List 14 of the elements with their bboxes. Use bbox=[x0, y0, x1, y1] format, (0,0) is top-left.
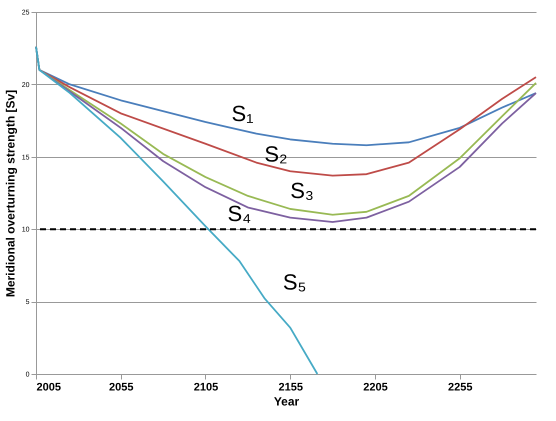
x-tick-label: 2055 bbox=[109, 382, 134, 394]
x-axis-title: Year bbox=[274, 394, 300, 408]
series-label: S₅ bbox=[282, 270, 306, 295]
line-series bbox=[35, 46, 318, 375]
series-label: S₃ bbox=[290, 178, 314, 203]
x-tick-label: 2005 bbox=[36, 382, 61, 394]
x-tick-label: 2155 bbox=[278, 382, 303, 394]
series-label: S₁ bbox=[231, 101, 254, 126]
series-label: S₄ bbox=[227, 201, 252, 226]
x-tick-label: 2205 bbox=[363, 382, 388, 394]
y-axis-title: Meridional overturning strength [Sv] bbox=[4, 90, 18, 298]
x-tick-label: 2255 bbox=[448, 382, 472, 394]
x-tick-label: 2105 bbox=[194, 382, 218, 394]
series-label: S₂ bbox=[264, 142, 288, 167]
